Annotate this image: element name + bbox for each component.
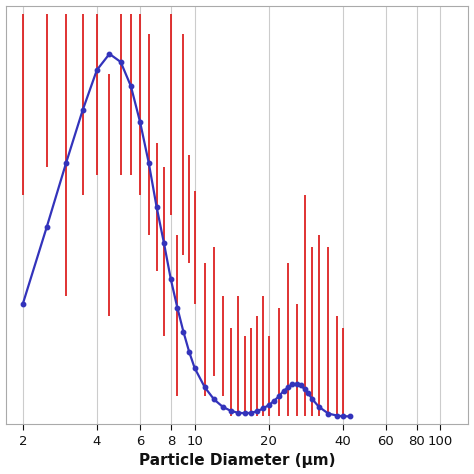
X-axis label: Particle Diameter (μm): Particle Diameter (μm): [139, 454, 335, 468]
